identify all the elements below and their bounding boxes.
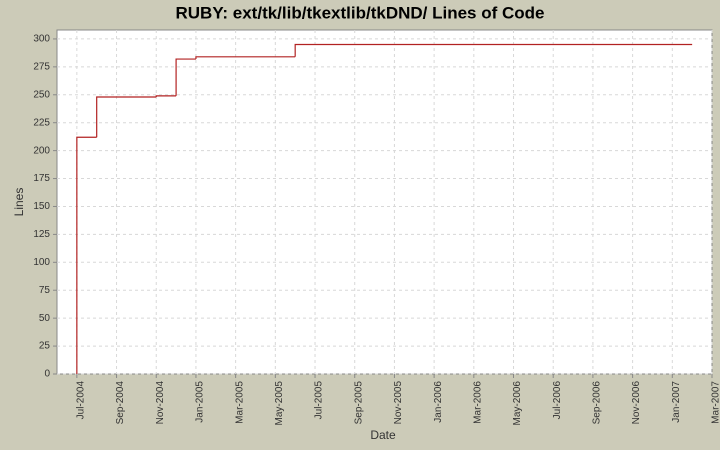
line-step <box>175 58 196 96</box>
plot-area <box>56 29 713 375</box>
x-tick-label: Mar-2005 <box>234 381 245 424</box>
line-step <box>96 96 157 138</box>
x-tick-label: Jan-2006 <box>433 381 444 423</box>
x-tick-label: Jul-2004 <box>75 381 86 420</box>
y-tick-label: 75 <box>39 285 51 296</box>
x-tick-label: Jul-2005 <box>314 381 325 420</box>
line-step <box>155 95 177 98</box>
y-axis-label: Lines <box>12 188 26 217</box>
x-axis-label: Date <box>370 428 396 442</box>
y-tick-label: 300 <box>33 34 50 45</box>
line-step <box>294 43 693 57</box>
x-tick-label: Nov-2005 <box>393 381 404 425</box>
y-tick-label: 125 <box>33 229 50 240</box>
y-tick-label: 250 <box>33 89 50 100</box>
line-step <box>195 56 296 60</box>
y-tick-label: 25 <box>39 341 51 352</box>
x-tick-label: Nov-2006 <box>631 381 642 425</box>
y-tick-label: 175 <box>33 173 50 184</box>
y-tick-label: 0 <box>44 369 50 380</box>
y-tick-label: 225 <box>33 117 50 128</box>
x-tick-label: Jan-2007 <box>671 381 682 423</box>
y-tick-label: 100 <box>33 257 50 268</box>
y-tick-label: 200 <box>33 145 50 156</box>
y-tick-label: 275 <box>33 61 50 72</box>
x-tick-label: Jul-2006 <box>552 381 563 420</box>
x-tick-label: Sep-2004 <box>115 381 126 425</box>
x-tick-label: Sep-2005 <box>353 381 364 425</box>
x-tick-label: Nov-2004 <box>155 381 166 425</box>
x-tick-label: May-2005 <box>274 381 285 426</box>
y-tick-label: 50 <box>39 313 51 324</box>
line-step <box>76 136 97 374</box>
x-tick-label: Mar-2006 <box>472 381 483 424</box>
x-tick-label: Sep-2006 <box>592 381 603 425</box>
y-tick-label: 150 <box>33 201 50 212</box>
x-tick-label: Jan-2005 <box>195 381 206 423</box>
chart-title: RUBY: ext/tk/lib/tkextlib/tkDND/ Lines o… <box>175 3 544 22</box>
x-tick-label: May-2006 <box>512 381 523 426</box>
x-tick-label: Mar-2007 <box>711 381 720 424</box>
